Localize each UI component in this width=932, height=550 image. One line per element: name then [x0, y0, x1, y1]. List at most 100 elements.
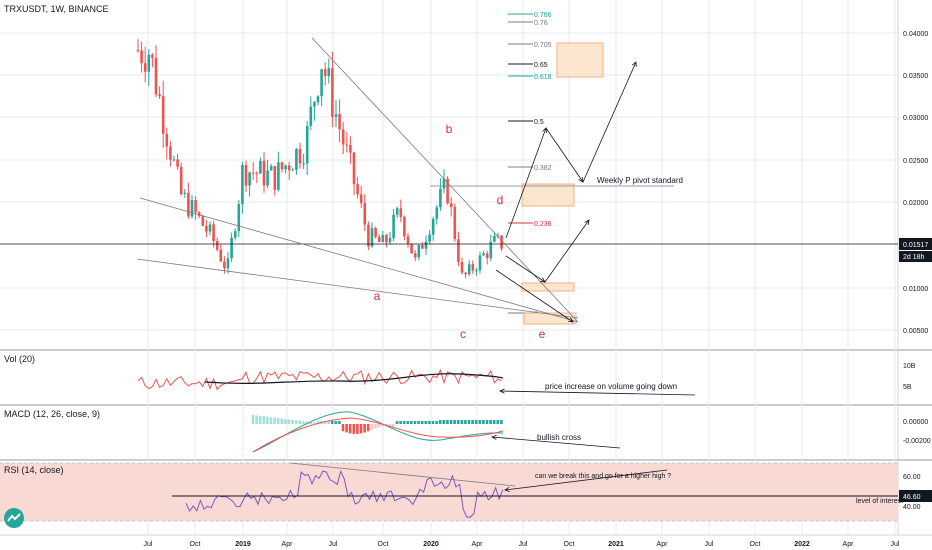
- candle-body: [161, 96, 165, 134]
- macd-histogram-bar: [312, 422, 316, 424]
- macd-histogram-bar: [370, 424, 374, 430]
- candle-body: [323, 69, 327, 77]
- candle-body: [284, 165, 287, 170]
- x-tick-label: Apr: [282, 541, 294, 548]
- macd-histogram-bar: [352, 424, 356, 434]
- candle-body: [446, 178, 449, 204]
- y-tick-label: 0.02000: [903, 200, 928, 207]
- fib-level-label: 0.382: [534, 165, 552, 172]
- candle-body: [316, 96, 320, 103]
- tradingview-logo-icon[interactable]: [4, 508, 24, 528]
- macd-histogram-bar: [284, 418, 287, 424]
- y-tick-label: 0.01000: [903, 286, 928, 293]
- macd-histogram-bar: [381, 424, 384, 427]
- candle-body: [338, 114, 341, 130]
- projection-arrow: [495, 269, 574, 323]
- candle-body: [266, 170, 269, 186]
- macd-histogram-bar: [305, 421, 309, 424]
- candle-body: [449, 203, 453, 208]
- rsi-y-tick: 40.00: [903, 504, 921, 511]
- candle-body: [403, 216, 406, 237]
- macd-histogram-bar: [273, 417, 276, 424]
- candle-body: [309, 106, 313, 126]
- candle-body: [158, 94, 161, 97]
- target-zone: [523, 312, 577, 325]
- countdown-label: 2d 18h: [903, 254, 925, 261]
- candle-body: [248, 172, 251, 186]
- candle-body: [356, 184, 359, 195]
- volume-pane-title: Vol (20): [4, 354, 36, 364]
- rsi-trendline: [289, 462, 516, 487]
- pivot-annotation: Weekly P pivot standard: [597, 176, 683, 185]
- macd-histogram-bar: [359, 424, 363, 434]
- candle-body: [151, 54, 154, 58]
- candle-body: [442, 178, 446, 189]
- target-zone: [556, 42, 604, 78]
- candle-body: [363, 203, 367, 225]
- x-tick-label: Jul: [891, 541, 900, 548]
- macd-histogram-bar: [392, 424, 395, 427]
- x-tick-label: Jul: [144, 541, 153, 548]
- candle-body: [475, 270, 478, 272]
- candle-body: [435, 207, 439, 219]
- candle-body: [233, 231, 237, 238]
- countdown-tag: [899, 251, 932, 262]
- candle-body: [457, 239, 460, 263]
- macd-histogram-bar: [377, 424, 381, 428]
- candle-body: [345, 144, 349, 146]
- candle-body: [370, 228, 374, 247]
- candle-body: [237, 204, 241, 232]
- macd-histogram-bar: [356, 424, 359, 434]
- candle-body: [331, 68, 334, 117]
- macd-histogram-bar: [464, 420, 467, 424]
- candle-body: [489, 241, 493, 259]
- macd-histogram-bar: [258, 415, 262, 424]
- macd-histogram-bar: [482, 420, 485, 424]
- x-tick-label: Apr: [657, 541, 669, 548]
- fib-level-label: 0.5: [534, 119, 544, 126]
- last-price-tag: [899, 238, 932, 250]
- rsi-arrow: [504, 469, 668, 491]
- projection-arrow: [505, 255, 546, 283]
- macd-histogram-bar: [276, 418, 280, 424]
- candle-body: [385, 235, 388, 243]
- macd-histogram-bar: [255, 415, 258, 424]
- volume-y-tick: 5B: [903, 384, 912, 391]
- volume-y-tick: 10B: [903, 363, 916, 370]
- macd-histogram-bar: [294, 420, 298, 424]
- macd-y-tick: -0.00200: [903, 438, 931, 445]
- x-tick-label: Jul: [329, 541, 338, 548]
- projection-arrow: [544, 219, 590, 283]
- rsi-band: [0, 463, 898, 521]
- candle-body: [208, 224, 212, 232]
- candle-body: [194, 200, 197, 213]
- macd-histogram-bar: [323, 421, 327, 424]
- fib-level-label: 0.76: [534, 20, 548, 27]
- candle-body: [262, 160, 266, 186]
- candle-body: [187, 192, 190, 217]
- rsi-pane-title: RSI (14, close): [4, 465, 64, 475]
- macd-histogram-bar: [341, 424, 345, 432]
- candle-body: [431, 218, 435, 235]
- macd-histogram-bar: [420, 421, 424, 424]
- fib-level-label: 0.236: [534, 221, 552, 228]
- macd-histogram-bar: [291, 419, 294, 424]
- y-tick-label: 0.04000: [903, 31, 928, 38]
- candle-body: [500, 235, 503, 249]
- candle-body: [205, 225, 208, 232]
- macd-histogram-bar: [424, 421, 428, 424]
- macd-histogram-bar: [334, 421, 338, 424]
- candle-body: [291, 169, 295, 171]
- candle-body: [255, 172, 259, 174]
- candle-body: [147, 54, 151, 72]
- candle-body: [467, 264, 471, 275]
- macd-arrow: [491, 436, 621, 449]
- candle-body: [273, 166, 277, 190]
- candle-body: [482, 253, 485, 256]
- candle-body: [327, 68, 331, 77]
- projection-arrow-head: [539, 277, 546, 283]
- candle-body: [374, 228, 377, 237]
- macd-histogram-bar: [492, 420, 496, 424]
- candle-body: [241, 165, 244, 205]
